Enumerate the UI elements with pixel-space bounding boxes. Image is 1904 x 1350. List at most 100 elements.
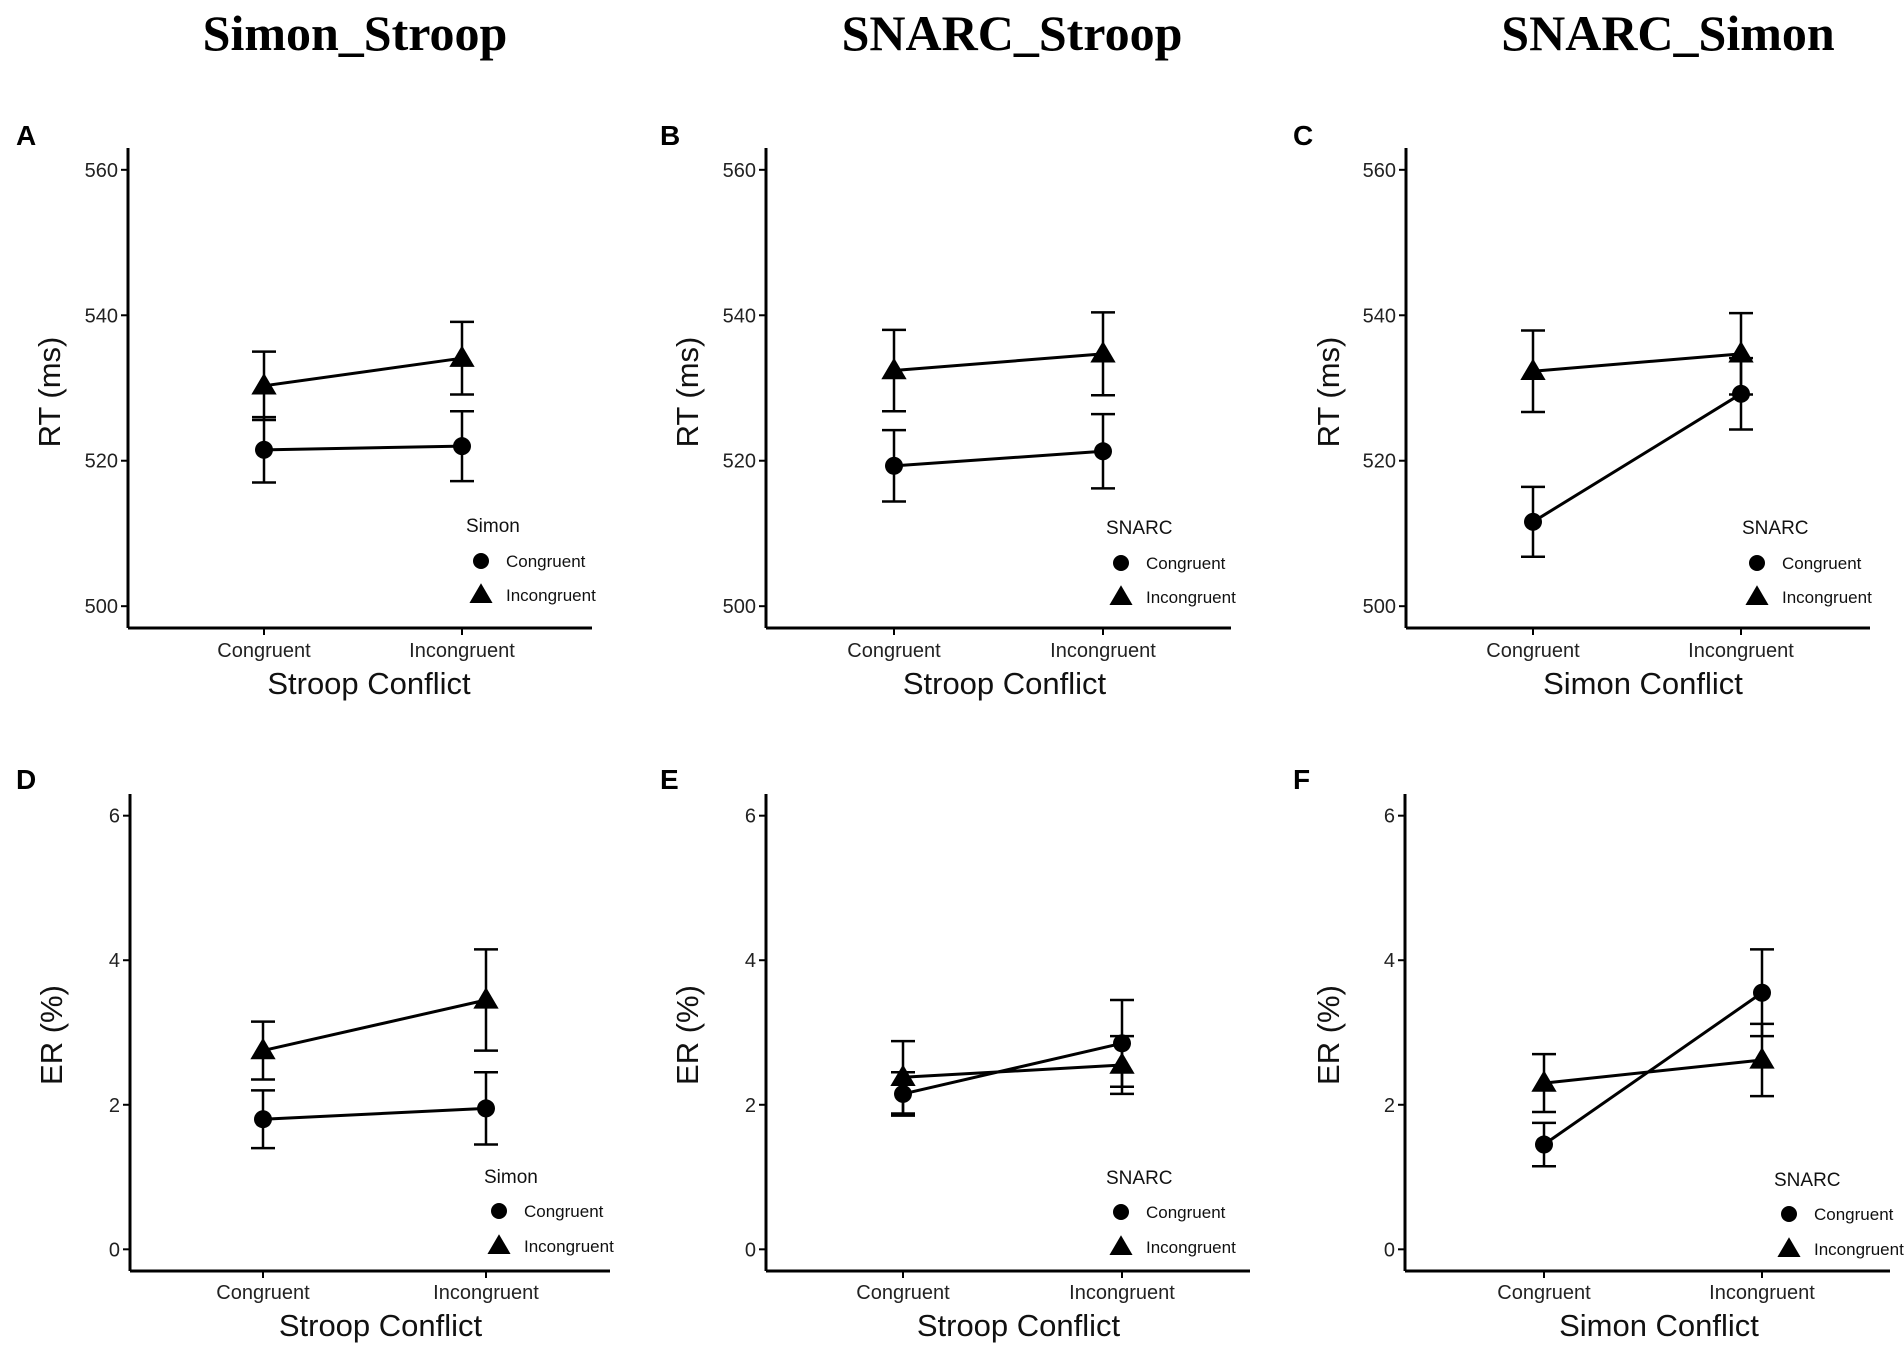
legend-circle-icon [1749, 555, 1765, 571]
y-tick-label: 500 [723, 596, 756, 618]
y-tick-label: 520 [85, 451, 118, 473]
legend-title: SNARC [1774, 1170, 1841, 1191]
panel-letter: D [16, 764, 36, 795]
series-line [893, 352, 1104, 373]
series-line [262, 1106, 487, 1121]
legend-title: SNARC [1106, 1168, 1173, 1189]
legend-label-incongruent: Incongruent [524, 1237, 614, 1256]
y-axis-title: ER (%) [670, 985, 705, 1085]
series-incongruent [890, 1034, 1135, 1115]
data-point-circle [453, 437, 471, 456]
y-axis-title: ER (%) [34, 985, 69, 1085]
legend-label-congruent: Congruent [1146, 1203, 1226, 1222]
legend-circle-icon [1781, 1206, 1797, 1222]
series-line [902, 1063, 1123, 1079]
column-title-simon-stroop: Simon_Stroop [203, 5, 508, 61]
x-tick-label: Congruent [217, 640, 311, 662]
x-tick-label: Congruent [856, 1282, 950, 1304]
x-tick-label: Incongruent [1688, 640, 1794, 662]
panel-a: A 500 520 540 560 Congruent Incongruent Stroop … [16, 120, 596, 701]
series-incongruent [1520, 311, 1754, 414]
series-incongruent [251, 320, 475, 422]
y-axis-title: RT (ms) [1311, 337, 1346, 448]
y-tick-label: 2 [109, 1095, 120, 1117]
legend-label-congruent: Congruent [1814, 1205, 1894, 1224]
series-congruent [252, 410, 474, 484]
y-tick-label: 560 [85, 160, 118, 182]
panel-letter: F [1293, 764, 1310, 795]
y-tick-label: 6 [109, 806, 120, 828]
x-tick-label: Congruent [847, 640, 941, 662]
y-tick-label: 6 [1384, 806, 1395, 828]
series-line [263, 356, 463, 388]
y-tick-label: 4 [1384, 950, 1395, 972]
y-tick-label: 0 [1384, 1239, 1395, 1261]
y-tick-label: 0 [745, 1239, 756, 1261]
series-line [263, 444, 463, 452]
legend-triangle-icon [1777, 1237, 1801, 1257]
data-point-triangle [473, 987, 499, 1009]
legend-label-incongruent: Incongruent [1146, 1238, 1236, 1257]
data-point-triangle [1749, 1047, 1775, 1069]
data-point-triangle [1520, 358, 1546, 380]
panel-c: C 500 520 540 560 Congruent Incongruent Simon C… [1293, 120, 1872, 701]
series-incongruent [881, 311, 1116, 413]
series-congruent [251, 1071, 498, 1150]
series-congruent [1521, 356, 1753, 558]
data-point-triangle [449, 345, 475, 367]
data-point-circle [1535, 1135, 1553, 1154]
series-line [1532, 392, 1742, 524]
legend-label-incongruent: Incongruent [1782, 588, 1872, 607]
x-tick-label: Incongruent [1069, 1282, 1175, 1304]
y-tick-label: 560 [1363, 160, 1396, 182]
x-axis-title: Stroop Conflict [903, 666, 1107, 701]
x-axis-title: Stroop Conflict [917, 1308, 1121, 1343]
panel-letter: A [16, 120, 36, 151]
legend-circle-icon [491, 1203, 507, 1219]
data-point-circle [1094, 442, 1112, 461]
panel-b: B 500 520 540 560 Congruent Incongruent Stroop … [660, 120, 1236, 701]
series-congruent [1532, 948, 1774, 1168]
data-point-triangle [250, 1037, 276, 1060]
legend-label-congruent: Congruent [1146, 554, 1226, 573]
legend-circle-icon [473, 553, 489, 569]
series-line [893, 449, 1104, 468]
y-tick-label: 2 [745, 1095, 756, 1117]
x-tick-label: Congruent [216, 1282, 310, 1304]
x-tick-label: Incongruent [1709, 1282, 1815, 1304]
legend-label-congruent: Congruent [524, 1202, 604, 1221]
data-point-circle [255, 440, 273, 459]
series-line [902, 1041, 1123, 1096]
data-point-triangle [1728, 340, 1754, 363]
legend-triangle-icon [1745, 585, 1769, 605]
legend-title: SNARC [1742, 518, 1809, 539]
legend-label-congruent: Congruent [506, 552, 586, 571]
data-point-circle [477, 1099, 495, 1118]
legend-label-congruent: Congruent [1782, 554, 1862, 573]
legend: Simon Congruent Incongruent [466, 516, 596, 605]
y-tick-label: 500 [1363, 596, 1396, 618]
x-axis-title: Simon Conflict [1543, 666, 1743, 701]
panels: A 500 520 540 560 Congruent Incongruent Stroop … [16, 120, 1904, 1343]
data-point-circle [254, 1110, 272, 1129]
series-line [262, 998, 487, 1053]
legend-triangle-icon [1109, 1235, 1133, 1255]
y-tick-label: 2 [1384, 1095, 1395, 1117]
x-tick-label: Congruent [1497, 1282, 1591, 1304]
legend-label-incongruent: Incongruent [1146, 588, 1236, 607]
series-congruent [882, 412, 1115, 503]
data-point-triangle [1090, 340, 1116, 363]
data-point-triangle [1109, 1052, 1135, 1074]
panel-letter: E [660, 764, 679, 795]
panel-e: E 0 2 4 6 Congruent Incongruent Stroop Conflict… [660, 764, 1250, 1343]
legend: SNARC Congruent Incongruent [1774, 1170, 1904, 1259]
series-congruent [891, 998, 1134, 1117]
legend-title: Simon [484, 1167, 538, 1188]
data-point-triangle [890, 1064, 916, 1087]
panel-letter: B [660, 120, 680, 151]
y-tick-label: 540 [1363, 305, 1396, 327]
legend-title: SNARC [1106, 518, 1173, 539]
y-tick-label: 520 [1363, 451, 1396, 473]
y-tick-label: 4 [745, 950, 756, 972]
